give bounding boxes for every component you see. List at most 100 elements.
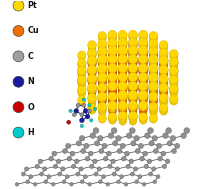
- Circle shape: [129, 100, 136, 107]
- Circle shape: [79, 136, 84, 141]
- Circle shape: [128, 111, 137, 120]
- Circle shape: [118, 106, 126, 114]
- Circle shape: [138, 47, 147, 56]
- Circle shape: [97, 65, 107, 74]
- Circle shape: [78, 73, 85, 80]
- Circle shape: [80, 149, 85, 153]
- Circle shape: [128, 60, 136, 68]
- Circle shape: [88, 52, 96, 60]
- Circle shape: [107, 47, 117, 56]
- Circle shape: [139, 47, 146, 54]
- Circle shape: [138, 77, 147, 85]
- Circle shape: [128, 94, 137, 103]
- Circle shape: [97, 40, 106, 49]
- Circle shape: [128, 81, 137, 91]
- Circle shape: [149, 90, 156, 97]
- Circle shape: [15, 182, 19, 186]
- Circle shape: [108, 102, 116, 111]
- Circle shape: [148, 58, 157, 67]
- Circle shape: [129, 110, 136, 117]
- Circle shape: [108, 69, 116, 77]
- Circle shape: [169, 84, 177, 93]
- Circle shape: [97, 167, 101, 171]
- Circle shape: [115, 167, 119, 171]
- Circle shape: [169, 70, 177, 78]
- Circle shape: [171, 149, 176, 153]
- Circle shape: [148, 39, 157, 48]
- Circle shape: [148, 63, 157, 73]
- Circle shape: [83, 108, 88, 113]
- Circle shape: [97, 85, 106, 94]
- Circle shape: [129, 54, 136, 61]
- Circle shape: [97, 39, 106, 48]
- Circle shape: [149, 88, 157, 96]
- Circle shape: [142, 151, 147, 156]
- Circle shape: [129, 47, 136, 54]
- Circle shape: [169, 136, 175, 141]
- Circle shape: [148, 83, 157, 92]
- Circle shape: [159, 42, 167, 50]
- Circle shape: [98, 54, 106, 61]
- Circle shape: [117, 65, 127, 74]
- Circle shape: [69, 109, 72, 113]
- Circle shape: [148, 92, 157, 101]
- Circle shape: [21, 172, 25, 176]
- Circle shape: [108, 64, 116, 71]
- Circle shape: [138, 103, 147, 112]
- Circle shape: [149, 109, 156, 116]
- Circle shape: [107, 54, 117, 64]
- Circle shape: [56, 159, 61, 163]
- Circle shape: [128, 42, 136, 50]
- Circle shape: [138, 50, 147, 58]
- Circle shape: [129, 94, 136, 101]
- Circle shape: [118, 43, 126, 51]
- Circle shape: [97, 75, 106, 84]
- Circle shape: [88, 74, 95, 81]
- Circle shape: [108, 55, 116, 62]
- Circle shape: [149, 105, 157, 113]
- Circle shape: [98, 34, 106, 42]
- Circle shape: [108, 54, 116, 61]
- Circle shape: [129, 103, 136, 109]
- Circle shape: [159, 52, 167, 60]
- Circle shape: [149, 64, 156, 71]
- Circle shape: [107, 81, 117, 91]
- Circle shape: [98, 149, 103, 153]
- Circle shape: [77, 67, 86, 76]
- Circle shape: [149, 85, 156, 91]
- Circle shape: [117, 92, 127, 101]
- Circle shape: [149, 83, 156, 90]
- Circle shape: [117, 63, 127, 73]
- Circle shape: [128, 72, 137, 82]
- Circle shape: [98, 43, 106, 51]
- Circle shape: [121, 156, 125, 161]
- Circle shape: [149, 106, 157, 114]
- Circle shape: [148, 93, 157, 102]
- Circle shape: [87, 104, 91, 107]
- Circle shape: [98, 90, 106, 97]
- Circle shape: [108, 105, 116, 113]
- Circle shape: [75, 172, 80, 176]
- Circle shape: [138, 60, 147, 68]
- Circle shape: [169, 50, 177, 58]
- Circle shape: [88, 60, 96, 68]
- Circle shape: [87, 84, 96, 93]
- Circle shape: [98, 99, 106, 106]
- Circle shape: [158, 50, 167, 58]
- Circle shape: [98, 83, 105, 90]
- Circle shape: [97, 57, 106, 66]
- Circle shape: [105, 182, 109, 186]
- Circle shape: [88, 70, 96, 78]
- Circle shape: [98, 88, 106, 96]
- Circle shape: [159, 43, 167, 51]
- Circle shape: [116, 180, 120, 184]
- Circle shape: [62, 180, 66, 184]
- Circle shape: [88, 72, 95, 79]
- Circle shape: [65, 175, 69, 179]
- Circle shape: [77, 97, 85, 105]
- Circle shape: [159, 105, 167, 113]
- Circle shape: [129, 109, 136, 116]
- Circle shape: [118, 88, 126, 96]
- Circle shape: [165, 159, 169, 163]
- Circle shape: [129, 82, 136, 89]
